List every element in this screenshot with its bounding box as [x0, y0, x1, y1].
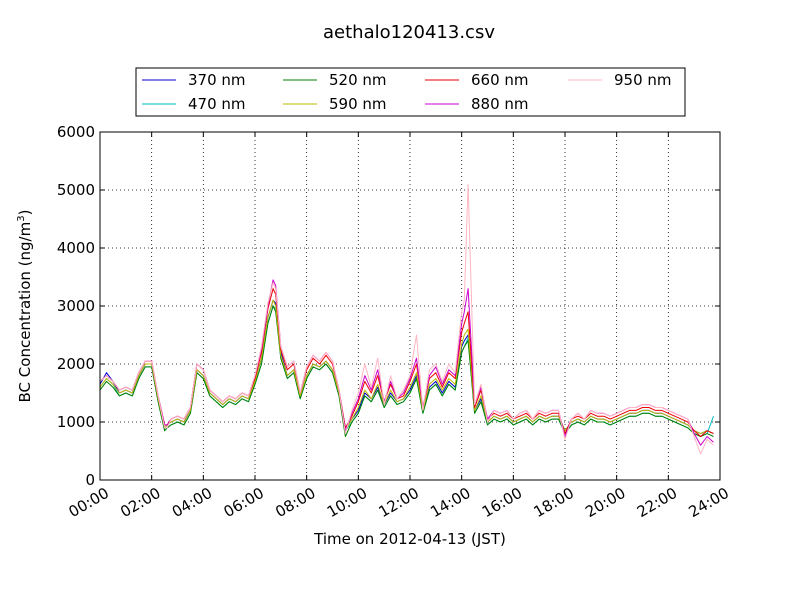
y-tick-label: 5000	[57, 181, 95, 199]
legend-label: 520 nm	[329, 71, 387, 89]
legend-label: 950 nm	[614, 71, 672, 89]
y-axis-label-main: BC Concentration (ng/m	[16, 222, 34, 403]
y-tick-label: 3000	[57, 297, 95, 315]
chart-title: aethalo120413.csv	[323, 22, 495, 43]
y-tick-label: 2000	[57, 355, 95, 373]
series-line-950-nm	[99, 183, 714, 455]
legend-label: 660 nm	[471, 71, 529, 89]
x-axis-label: Time on 2012-04-13 (JST)	[313, 530, 506, 548]
series-line-520-nm	[99, 305, 714, 437]
y-tick-label: 4000	[57, 239, 95, 257]
series-layer	[99, 183, 714, 455]
y-axis-label: BC Concentration (ng/m3)	[16, 210, 34, 403]
legend-label: 370 nm	[188, 71, 246, 89]
axis-ticks	[99, 131, 721, 481]
legend: 370 nm 470 nm 520 nm 590 nm 660 nm 880 nm 950 …	[135, 67, 686, 117]
legend-label: 470 nm	[188, 95, 246, 113]
y-axis-label-end: )	[16, 210, 34, 216]
legend-label: 880 nm	[471, 95, 529, 113]
y-tick-label: 6000	[57, 123, 95, 141]
y-axis-label-sup: 3	[16, 215, 27, 221]
y-tick-label: 1000	[57, 413, 95, 431]
y-tick-labels: 0 1000 2000 3000 4000 5000 6000	[57, 123, 95, 489]
y-tick-label: 0	[85, 471, 95, 489]
series-line-590-nm	[99, 299, 714, 435]
legend-label: 590 nm	[329, 95, 387, 113]
legend-box	[135, 67, 686, 117]
